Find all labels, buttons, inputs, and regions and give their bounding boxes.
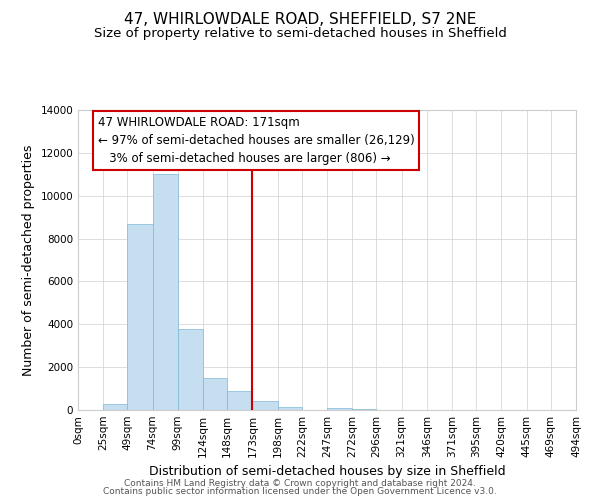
Bar — [152, 174, 178, 410]
Text: Contains HM Land Registry data © Crown copyright and database right 2024.: Contains HM Land Registry data © Crown c… — [124, 478, 476, 488]
Bar — [278, 407, 302, 410]
Text: 47 WHIRLOWDALE ROAD: 171sqm
← 97% of semi-detached houses are smaller (26,129)
 : 47 WHIRLOWDALE ROAD: 171sqm ← 97% of sem… — [98, 116, 415, 165]
Text: Size of property relative to semi-detached houses in Sheffield: Size of property relative to semi-detach… — [94, 28, 506, 40]
Text: 47, WHIRLOWDALE ROAD, SHEFFIELD, S7 2NE: 47, WHIRLOWDALE ROAD, SHEFFIELD, S7 2NE — [124, 12, 476, 28]
X-axis label: Distribution of semi-detached houses by size in Sheffield: Distribution of semi-detached houses by … — [149, 466, 505, 478]
Bar — [178, 328, 203, 410]
Bar — [327, 408, 352, 410]
Bar — [103, 404, 127, 410]
Bar — [253, 402, 278, 410]
Bar — [227, 390, 253, 410]
Y-axis label: Number of semi-detached properties: Number of semi-detached properties — [22, 144, 35, 376]
Text: Contains public sector information licensed under the Open Government Licence v3: Contains public sector information licen… — [103, 487, 497, 496]
Bar — [127, 224, 152, 410]
Bar — [203, 378, 227, 410]
Bar — [352, 409, 376, 410]
